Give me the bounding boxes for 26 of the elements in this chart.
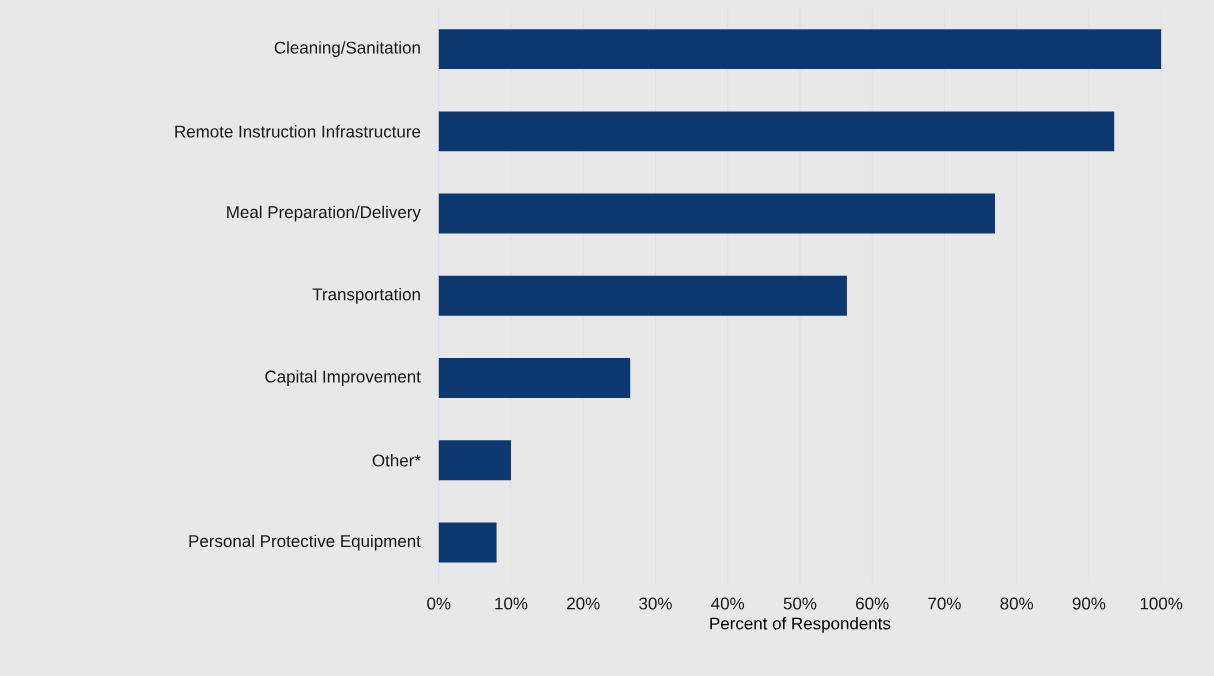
bar	[438, 275, 847, 316]
y-tick-label: Transportation	[312, 287, 420, 304]
y-tick-label: Capital Improvement	[265, 369, 421, 386]
y-tick-label: Cleaning/Sanitation	[274, 40, 420, 57]
x-tick-label: 80%	[1000, 597, 1034, 610]
bar	[438, 111, 1115, 152]
bar	[438, 193, 995, 234]
x-tick-label: 10%	[495, 597, 528, 610]
x-tick-label: 0%	[427, 597, 451, 610]
y-tick-label: Other*	[372, 453, 421, 467]
y-tick-label: Meal Preparation/Delivery	[227, 205, 421, 222]
bar	[438, 440, 512, 481]
bar	[438, 28, 1162, 69]
x-tick-label: 40%	[711, 597, 745, 610]
y-tick-label: Personal Protective Equipment	[189, 534, 421, 551]
x-axis-title: Percent of Respondents	[710, 616, 891, 633]
x-tick-label: 70%	[928, 597, 961, 610]
x-tick-label: 100%	[1140, 597, 1183, 610]
x-tick-label: 90%	[1072, 597, 1106, 610]
x-tick-label: 50%	[783, 597, 817, 610]
x-tick-label: 20%	[567, 597, 600, 610]
x-tick-label: 60%	[856, 597, 889, 610]
bar	[438, 357, 631, 398]
y-tick-label: Remote Instruction Infrastructure	[175, 124, 421, 138]
x-tick-label: 30%	[639, 597, 672, 610]
bar	[438, 522, 497, 563]
